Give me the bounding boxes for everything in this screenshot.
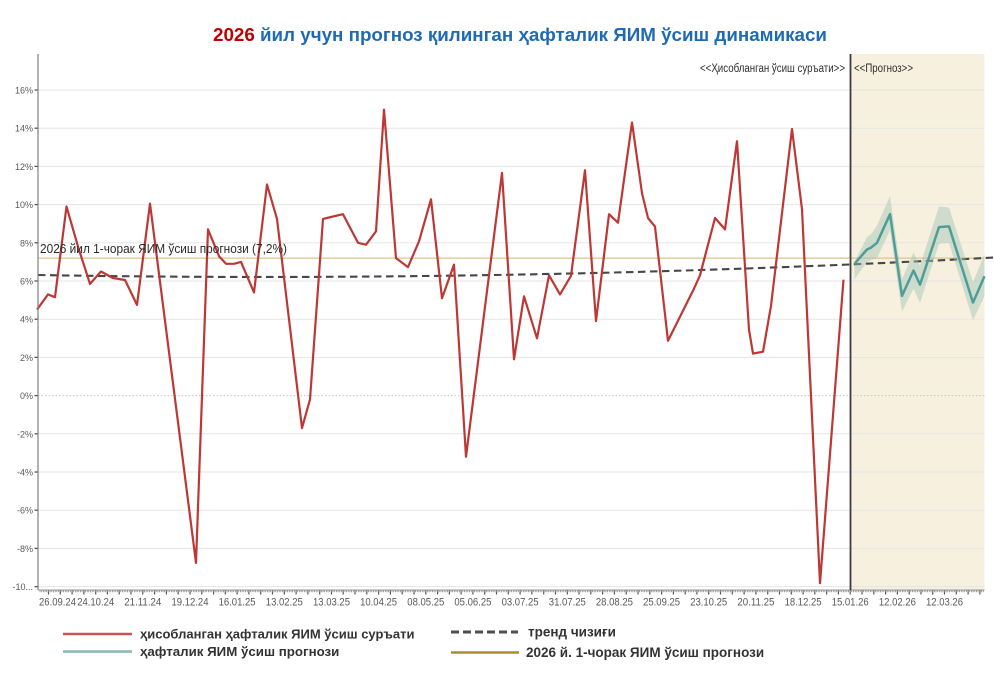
svg-text:ҳисобланган ҳафталик ЯИМ ўсиш: ҳисобланган ҳафталик ЯИМ ўсиш суръати <box>140 627 415 642</box>
svg-text:28.08.25: 28.08.25 <box>596 597 633 609</box>
svg-text:10%: 10% <box>15 200 33 210</box>
svg-text:6%: 6% <box>20 277 33 287</box>
svg-text:23.10.25: 23.10.25 <box>690 597 727 609</box>
svg-text:15.01.26: 15.01.26 <box>832 597 869 609</box>
svg-text:0%: 0% <box>20 391 33 401</box>
svg-text:19.12.24: 19.12.24 <box>172 597 209 609</box>
svg-text:12.02.26: 12.02.26 <box>879 597 916 609</box>
svg-text:18.12.25: 18.12.25 <box>785 597 822 609</box>
svg-text:13.02.25: 13.02.25 <box>266 597 303 609</box>
svg-text:<<Ҳисобланган ўсиш суръати>>: <<Ҳисобланган ўсиш суръати>> <box>700 63 845 75</box>
svg-text:12%: 12% <box>15 162 33 172</box>
svg-text:25.09.25: 25.09.25 <box>643 597 680 609</box>
svg-text:2026 йил 1-чорак ЯИМ ўсиш прог: 2026 йил 1-чорак ЯИМ ўсиш прогнози (7,2%… <box>40 241 287 256</box>
svg-text:24.10.24: 24.10.24 <box>77 597 114 609</box>
svg-text:03.07.25: 03.07.25 <box>502 597 539 609</box>
svg-text:10.04.25: 10.04.25 <box>360 597 397 609</box>
svg-text:8%: 8% <box>20 238 33 248</box>
svg-text:4%: 4% <box>20 315 33 325</box>
svg-text:2%: 2% <box>20 353 33 363</box>
svg-text:05.06.25: 05.06.25 <box>454 597 491 609</box>
svg-text:-2%: -2% <box>17 429 33 439</box>
svg-text:2026 й. 1-чорак ЯИМ ўсиш прогн: 2026 й. 1-чорак ЯИМ ўсиш прогнози <box>526 645 764 660</box>
svg-text:-10...: -10... <box>12 582 33 592</box>
svg-text:ҳафталик ЯИМ ўсиш прогнози: ҳафталик ЯИМ ўсиш прогнози <box>140 644 339 659</box>
svg-text:12.03.26: 12.03.26 <box>926 597 963 609</box>
svg-text:14%: 14% <box>15 124 33 134</box>
svg-text:21.11.24: 21.11.24 <box>124 597 161 609</box>
svg-text:13.03.25: 13.03.25 <box>313 597 350 609</box>
svg-text:<<Прогноз>>: <<Прогноз>> <box>854 63 913 75</box>
svg-text:-6%: -6% <box>17 506 33 516</box>
svg-text:-8%: -8% <box>17 544 33 554</box>
svg-text:08.05.25: 08.05.25 <box>407 597 444 609</box>
svg-text:31.07.25: 31.07.25 <box>549 597 586 609</box>
svg-text:16.01.25: 16.01.25 <box>219 597 256 609</box>
svg-text:-4%: -4% <box>17 468 33 478</box>
svg-text:16%: 16% <box>15 86 33 96</box>
svg-text:тренд чизиғи: тренд чизиғи <box>528 625 616 640</box>
svg-text:2026 йил учун прогноз қилинган: 2026 йил учун прогноз қилинган ҳафталик … <box>213 24 827 45</box>
svg-text:26.09.24: 26.09.24 <box>39 597 76 609</box>
svg-text:20.11.25: 20.11.25 <box>737 597 774 609</box>
